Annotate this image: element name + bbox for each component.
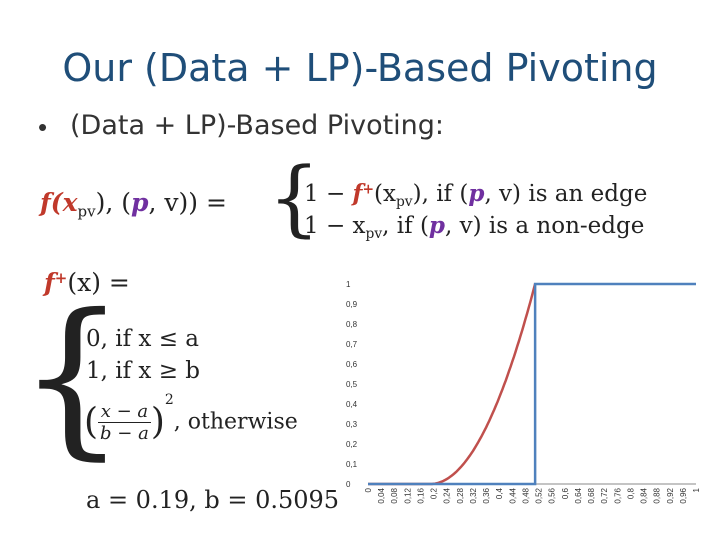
f-def-comma: , v)) = — [148, 188, 227, 217]
fplus-definition: f+(x) = — [44, 268, 130, 297]
y-tick-label: 0,9 — [346, 300, 358, 309]
x-tick-label: 0,2 — [430, 487, 439, 499]
x-tick-label: 0,44 — [508, 487, 517, 503]
piece-3-text: , otherwise — [173, 409, 298, 435]
x-tick-label: 0,72 — [600, 487, 609, 503]
y-tick-label: 0,2 — [346, 440, 358, 449]
fplus-plus: + — [54, 268, 68, 287]
case2-b: , if ( — [382, 213, 429, 239]
y-tick-label: 0,6 — [346, 360, 358, 369]
x-tick-label: 0,56 — [548, 487, 557, 503]
x-tick-label: 0,76 — [613, 487, 622, 503]
y-tick-label: 0,3 — [346, 420, 358, 429]
y-tick-label: 1 — [346, 280, 351, 289]
piece-1: 0, if x ≤ a — [86, 326, 200, 352]
f-definition: f(xpv), (p, v)) = — [40, 188, 227, 220]
fplus-f: f — [44, 268, 55, 297]
x-tick-label: 0,64 — [574, 487, 583, 503]
case1-p: p — [468, 180, 485, 207]
bullet-text: (Data + LP)-Based Pivoting: — [70, 110, 445, 141]
fplus-rest: (x) = — [67, 268, 130, 297]
y-tick-label: 0 — [346, 480, 351, 489]
x-tick-label: 0,08 — [390, 487, 399, 503]
case2-p: p — [428, 212, 446, 239]
fraction-numerator: x − a — [98, 401, 151, 423]
x-tick-label: 0,68 — [587, 487, 596, 503]
case2-c: , v) is a non-edge — [445, 213, 645, 239]
x-axis-ticks: 0 0,04 0,08 0,12 0,16 0,2 0,24 0,28 0,32 0,36 0,4 0… — [364, 487, 701, 503]
case1-c: ), if ( — [412, 181, 469, 207]
slide-title: Our (Data + LP)-Based Pivoting — [62, 46, 658, 90]
f-symbol: f(x — [40, 188, 78, 217]
x-tick-label: 0,16 — [416, 487, 425, 503]
x-tick-label: 0,04 — [377, 487, 386, 503]
x-tick-label: 0,88 — [653, 487, 662, 503]
x-tick-label: 0,84 — [640, 487, 649, 503]
x-tick-label: 0 — [364, 487, 373, 492]
f-def-p: p — [130, 188, 149, 217]
x-tick-label: 1 — [692, 487, 701, 492]
y-tick-label: 0,5 — [346, 380, 358, 389]
case2-sub: pv — [365, 225, 383, 242]
x-tick-label: 0,6 — [561, 487, 570, 499]
x-tick-label: 0,48 — [521, 487, 530, 503]
case1-b: (x — [374, 181, 396, 207]
case2-a: 1 − x — [304, 213, 366, 239]
bullet-icon: • — [38, 112, 48, 142]
y-tick-label: 0,1 — [346, 460, 358, 469]
piece-2: 1, if x ≥ b — [86, 358, 201, 384]
x-tick-label: 0,28 — [456, 487, 465, 503]
y-axis-ticks: 0 0,1 0,2 0,3 0,4 0,5 0,6 0,7 0,8 0,9 1 — [346, 280, 358, 489]
case1-d: , v) is an edge — [484, 181, 648, 207]
y-tick-label: 0,7 — [346, 340, 358, 349]
large-brace-icon: { — [18, 278, 127, 476]
f-def-subscript: pv — [77, 202, 96, 221]
x-tick-label: 0,52 — [535, 487, 544, 503]
fplus-chart: 00,10,20,30,40,50,60,70,80,91 0 0,04 0,08 0… — [346, 280, 701, 504]
x-tick-label: 0,8 — [626, 487, 635, 499]
x-tick-label: 0,32 — [469, 487, 478, 503]
series-curve — [368, 283, 537, 486]
y-tick-label: 0,8 — [346, 320, 358, 329]
x-tick-label: 0,92 — [666, 487, 675, 503]
f-def-mid: ), ( — [95, 188, 131, 217]
x-tick-label: 0,4 — [495, 487, 504, 499]
exponent: 2 — [164, 392, 174, 408]
parameters: a = 0.19, b = 0.5095 — [86, 486, 340, 514]
case-edge: 1 − f+(xpv), if (p, v) is an edge — [304, 180, 647, 210]
case1-plus: + — [362, 181, 374, 198]
y-tick-label: 0,4 — [346, 400, 358, 409]
case-non-edge: 1 − xpv, if (p, v) is a non-edge — [304, 212, 644, 242]
x-tick-label: 0,96 — [679, 487, 688, 503]
x-tick-label: 0,12 — [403, 487, 412, 503]
series-step — [368, 282, 696, 486]
x-tick-label: 0,24 — [443, 487, 452, 503]
fraction-denominator: b − a — [100, 422, 149, 444]
brace-icon: { — [268, 151, 321, 246]
x-tick-label: 0,36 — [482, 487, 491, 503]
case1-f: f — [352, 180, 363, 207]
case1-a: 1 − — [304, 181, 353, 207]
case1-sub: pv — [395, 193, 413, 210]
